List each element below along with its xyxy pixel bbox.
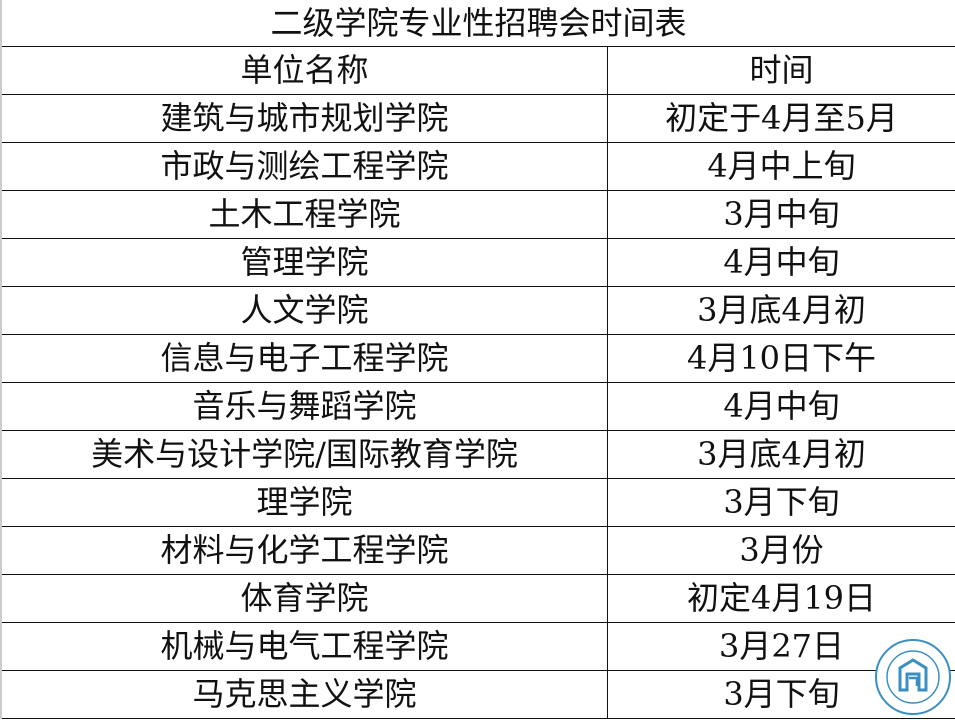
table-row: 管理学院 4月中旬 — [0, 238, 955, 287]
unit-cell: 机械与电气工程学院 — [0, 622, 608, 671]
unit-cell: 材料与化学工程学院 — [0, 526, 608, 575]
table-row: 体育学院 初定4月19日 — [0, 574, 955, 623]
time-cell: 3月底4月初 — [607, 286, 955, 335]
table-header-row: 单位名称 时间 — [0, 46, 955, 95]
unit-cell: 土木工程学院 — [0, 190, 608, 239]
header-unit: 单位名称 — [0, 46, 608, 95]
table-row: 美术与设计学院/国际教育学院 3月底4月初 — [0, 430, 955, 479]
unit-cell: 信息与电子工程学院 — [0, 334, 608, 383]
time-cell: 4月中旬 — [607, 238, 955, 287]
time-cell: 3月中旬 — [607, 190, 955, 239]
table-row: 建筑与城市规划学院 初定于4月至5月 — [0, 94, 955, 143]
time-cell: 3月底4月初 — [607, 430, 955, 479]
table-row: 材料与化学工程学院 3月份 — [0, 526, 955, 575]
table-row: 人文学院 3月底4月初 — [0, 286, 955, 335]
table-row: 音乐与舞蹈学院 4月中旬 — [0, 382, 955, 431]
table-row: 马克思主义学院 3月下旬 — [0, 670, 955, 719]
table-row: 信息与电子工程学院 4月10日下午 — [0, 334, 955, 383]
time-cell: 4月10日下午 — [607, 334, 955, 383]
unit-cell: 体育学院 — [0, 574, 608, 623]
time-cell: 3月下旬 — [607, 478, 955, 527]
time-cell: 3月份 — [607, 526, 955, 575]
unit-cell: 人文学院 — [0, 286, 608, 335]
unit-cell: 音乐与舞蹈学院 — [0, 382, 608, 431]
unit-cell: 市政与测绘工程学院 — [0, 142, 608, 191]
unit-cell: 建筑与城市规划学院 — [0, 94, 608, 143]
table-row: 市政与测绘工程学院 4月中上旬 — [0, 142, 955, 191]
time-cell: 初定于4月至5月 — [607, 94, 955, 143]
university-logo-icon — [875, 639, 951, 715]
unit-cell: 管理学院 — [0, 238, 608, 287]
header-time: 时间 — [607, 46, 955, 95]
table-title: 二级学院专业性招聘会时间表 — [0, 0, 955, 46]
time-cell: 4月中上旬 — [607, 142, 955, 191]
table-row: 机械与电气工程学院 3月27日 — [0, 622, 955, 671]
schedule-table: 单位名称 时间 建筑与城市规划学院 初定于4月至5月 市政与测绘工程学院 4月中上旬土… — [0, 46, 955, 719]
unit-cell: 理学院 — [0, 478, 608, 527]
table-row: 理学院 3月下旬 — [0, 478, 955, 527]
time-cell: 初定4月19日 — [607, 574, 955, 623]
unit-cell: 美术与设计学院/国际教育学院 — [0, 430, 608, 479]
unit-cell: 马克思主义学院 — [0, 670, 608, 719]
table-row: 土木工程学院 3月中旬 — [0, 190, 955, 239]
time-cell: 4月中旬 — [607, 382, 955, 431]
